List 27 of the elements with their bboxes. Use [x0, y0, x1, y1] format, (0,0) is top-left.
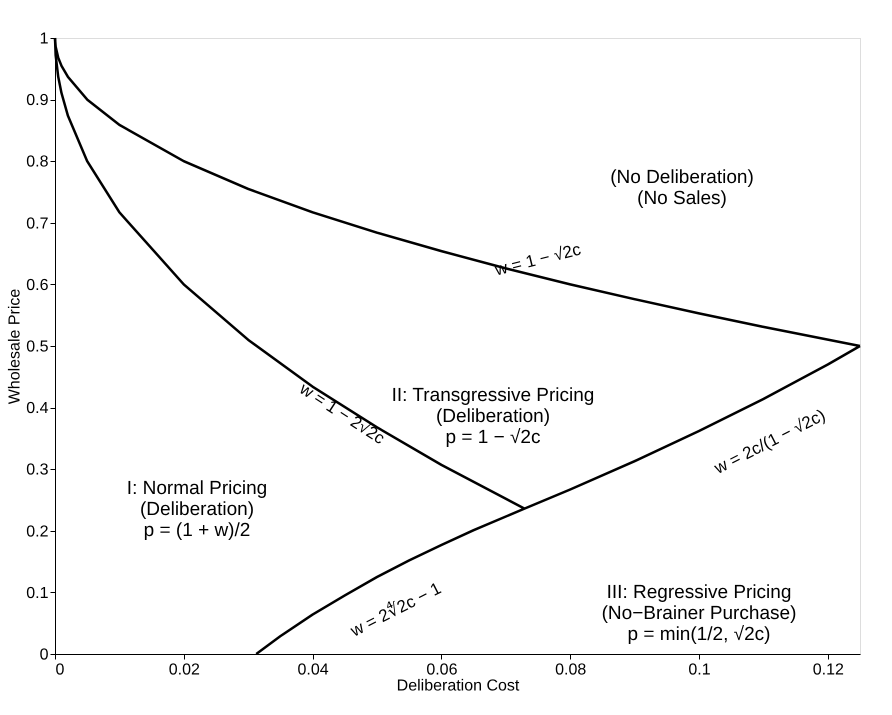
y-tick-label: 0.3 — [26, 462, 49, 479]
y-tick-label: 0.2 — [26, 523, 49, 540]
annotation: w = 1 − 2√2c — [295, 378, 389, 448]
y-tick-label: 0.5 — [26, 338, 49, 356]
x-axis-title: Deliberation Cost — [396, 678, 520, 694]
annotation: III: Regressive Pricing (No−Brainer Purchase) p = min(1/2, √2c) — [602, 582, 796, 645]
y-tick-label: 0.7 — [26, 215, 49, 232]
y-tick-label: 0.1 — [26, 584, 49, 602]
annotation: (No Deliberation) (No Sales) — [610, 167, 754, 209]
y-tick-label: 0.8 — [26, 154, 49, 171]
annotation: w = 2c/(1 − √2c) — [710, 405, 828, 478]
annotation: II: Transgressive Pricing (Deliberation) p = 1 − √2c — [392, 385, 594, 448]
y-tick-label: 0.4 — [26, 400, 49, 418]
y-tick-label: 1 — [40, 30, 49, 48]
y-tick-label: 0.9 — [26, 92, 49, 110]
annotation: I: Normal Pricing (Deliberation) p = (1 + w)/2 — [126, 478, 268, 541]
annotation: w = 2∜2c − 1 — [346, 578, 444, 641]
x-tick-label: 0.04 — [298, 662, 329, 678]
y-axis-title: Wholesale Price — [6, 288, 24, 404]
x-tick-label: 0.08 — [555, 662, 586, 678]
x-tick-label: 0.12 — [812, 662, 844, 678]
x-tick-label: 0.02 — [168, 662, 200, 678]
y-tick-label: 0.6 — [26, 276, 49, 294]
x-tick-label: 0 — [56, 662, 64, 678]
x-tick-label: 0.06 — [426, 662, 458, 678]
y-tick-label: 0 — [40, 646, 49, 664]
x-tick-label: 0.1 — [688, 662, 711, 678]
